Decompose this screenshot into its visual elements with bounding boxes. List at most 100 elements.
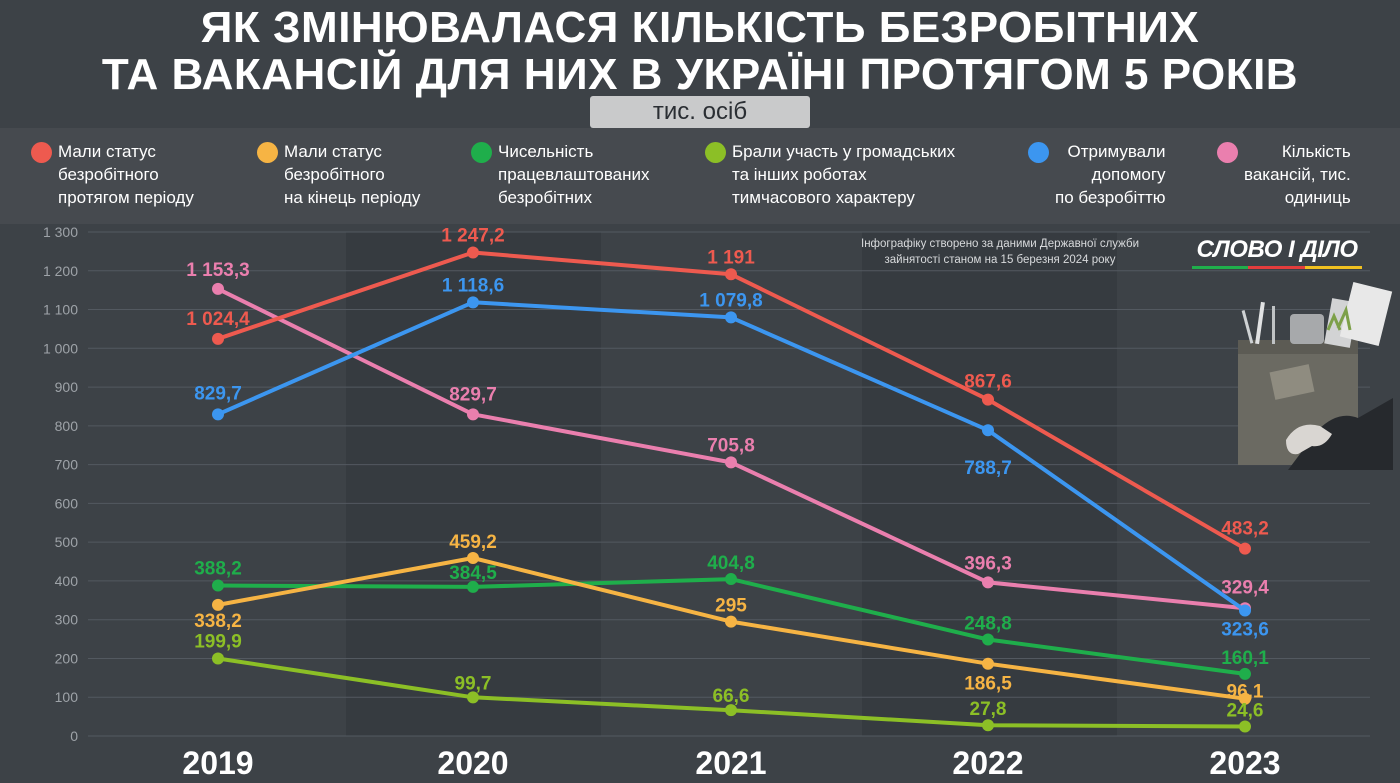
legend-label: Чисельність bbox=[498, 142, 594, 161]
data-label: 99,7 bbox=[455, 673, 492, 694]
arm-icon bbox=[1288, 398, 1393, 470]
column-band-2020 bbox=[346, 232, 601, 736]
legend-label: допомогу bbox=[1091, 165, 1166, 184]
data-point bbox=[467, 580, 479, 593]
data-point bbox=[212, 579, 224, 592]
legend-label: безробітного bbox=[58, 165, 159, 184]
data-label: 1 191 bbox=[707, 247, 755, 268]
data-labels: 1 024,4 1 247,2 1 191 867,6 483,2 338,2 459,2 2… bbox=[186, 225, 1269, 721]
y-tick-label: 900 bbox=[55, 379, 79, 395]
data-label: 27,8 bbox=[970, 699, 1007, 720]
box-illustration bbox=[1238, 281, 1393, 470]
legend-item-status-end: Мали статус безробітного на кінець періо… bbox=[257, 140, 420, 209]
data-point bbox=[1239, 720, 1251, 733]
data-label: 295 bbox=[715, 596, 747, 617]
data-label: 867,6 bbox=[964, 372, 1012, 393]
data-point bbox=[212, 652, 224, 665]
legend-label: безробітних bbox=[498, 188, 593, 207]
y-tick-label: 700 bbox=[55, 457, 79, 473]
data-label: 323,6 bbox=[1221, 620, 1269, 641]
legend-label: одиниць bbox=[1284, 188, 1351, 207]
y-tick-label: 1 200 bbox=[43, 263, 78, 279]
x-tick-label: 2023 bbox=[1209, 745, 1280, 781]
data-point bbox=[467, 296, 479, 309]
data-point bbox=[1239, 542, 1251, 555]
legend-item-vacancies: Кількість вакансій, тис. одиниць bbox=[1217, 140, 1351, 209]
x-tick-label: 2020 bbox=[437, 745, 508, 781]
legend-label: по безробіттю bbox=[1055, 188, 1166, 207]
data-label: 248,8 bbox=[964, 614, 1012, 635]
legend-dot-icon bbox=[705, 142, 726, 163]
data-point bbox=[982, 424, 994, 437]
data-point bbox=[725, 268, 737, 281]
legend-item-employed: Чисельність працевлаштованих безробітних bbox=[471, 140, 650, 209]
data-label: 338,2 bbox=[194, 611, 242, 632]
data-point bbox=[982, 393, 994, 406]
data-point bbox=[982, 657, 994, 670]
source-note: Інфографіку створено за даними Державної… bbox=[861, 238, 1139, 266]
legend: Мали статус безробітного протягом період… bbox=[0, 128, 1400, 224]
y-tick-label: 200 bbox=[55, 650, 79, 666]
legend-label: Брали участь у громадських bbox=[732, 142, 956, 161]
y-tick-label: 1 000 bbox=[43, 340, 78, 356]
data-label: 404,8 bbox=[707, 553, 755, 574]
brand-logo: СЛОВО І ДІЛО bbox=[1196, 236, 1358, 263]
chart-title-line-2: ТА ВАКАНСІЙ ДЛЯ НИХ В УКРАЇНІ ПРОТЯГОМ 5… bbox=[101, 50, 1299, 99]
data-point bbox=[725, 704, 737, 717]
y-tick-label: 500 bbox=[55, 534, 79, 550]
legend-label: та інших роботах bbox=[732, 165, 867, 184]
data-point bbox=[212, 408, 224, 421]
data-label: 829,7 bbox=[449, 384, 497, 405]
data-label: 1 153,3 bbox=[186, 260, 249, 281]
data-point bbox=[467, 246, 479, 259]
data-label: 788,7 bbox=[964, 458, 1012, 479]
logo-stripe bbox=[1192, 266, 1362, 269]
y-tick-label: 0 bbox=[70, 728, 78, 744]
series-lines bbox=[212, 246, 1251, 733]
y-tick-label: 300 bbox=[55, 612, 79, 628]
legend-label: протягом періоду bbox=[58, 188, 194, 207]
data-label: 1 079,8 bbox=[699, 290, 762, 311]
data-label: 160,1 bbox=[1221, 648, 1269, 669]
legend-item-status-period: Мали статус безробітного протягом період… bbox=[31, 140, 194, 209]
data-label: 1 024,4 bbox=[186, 309, 250, 330]
data-point bbox=[1239, 604, 1251, 617]
hand-icon bbox=[1286, 424, 1332, 455]
data-label: 329,4 bbox=[1221, 577, 1269, 598]
data-label: 1 247,2 bbox=[441, 225, 504, 246]
legend-dot-icon bbox=[1217, 142, 1238, 163]
data-point bbox=[982, 576, 994, 589]
y-tick-label: 100 bbox=[55, 689, 79, 705]
data-label: 1 118,6 bbox=[442, 275, 504, 296]
data-point bbox=[982, 633, 994, 646]
chart-title-line-1: ЯК ЗМІНЮВАЛАСЯ КІЛЬКІСТЬ БЕЗРОБІТНИХ bbox=[200, 3, 1200, 52]
data-label: 829,7 bbox=[194, 383, 242, 404]
legend-label: Мали статус bbox=[58, 142, 156, 161]
data-point bbox=[212, 282, 224, 295]
data-point bbox=[1239, 692, 1251, 705]
data-point bbox=[725, 615, 737, 628]
x-tick-label: 2021 bbox=[695, 745, 766, 781]
legend-dot-icon bbox=[471, 142, 492, 163]
line-chart: 0 100 200 300 400 500 600 700 800 900 1 000 1 100 1 … bbox=[43, 224, 1370, 781]
x-tick-label: 2019 bbox=[182, 745, 253, 781]
data-label: 186,5 bbox=[964, 674, 1012, 695]
data-point bbox=[212, 332, 224, 345]
legend-label: тимчасового характеру bbox=[732, 188, 915, 207]
legend-label: Мали статус bbox=[284, 142, 382, 161]
data-point bbox=[725, 456, 737, 469]
data-label: 459,2 bbox=[449, 532, 497, 553]
data-label: 96,1 bbox=[1227, 682, 1264, 703]
data-label: 384,5 bbox=[449, 563, 497, 584]
data-label: 483,2 bbox=[1221, 519, 1269, 540]
legend-label: Отримували bbox=[1067, 142, 1166, 161]
data-point bbox=[725, 573, 737, 586]
data-label: 705,8 bbox=[707, 435, 755, 456]
legend-label: працевлаштованих bbox=[498, 165, 650, 184]
data-point bbox=[725, 311, 737, 324]
data-point bbox=[467, 551, 479, 564]
x-axis: 2019 2020 2021 2022 2023 bbox=[182, 745, 1280, 781]
legend-dot-icon bbox=[257, 142, 278, 163]
units-badge: тис. осіб bbox=[590, 96, 810, 128]
legend-dot-icon bbox=[1028, 142, 1049, 163]
